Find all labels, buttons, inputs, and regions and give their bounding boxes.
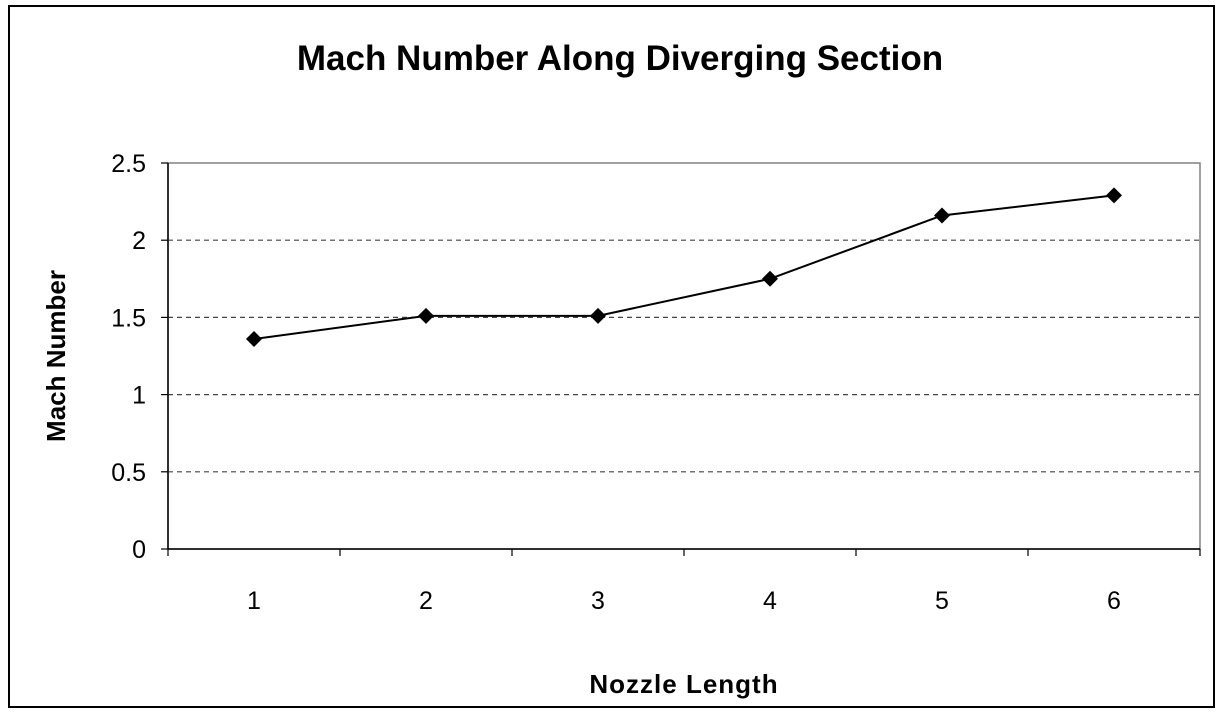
x-tick-label: 1 [247,587,261,615]
axes [161,162,1201,556]
chart-title: Mach Number Along Diverging Section [297,39,943,78]
x-tick-label: 6 [1107,587,1121,615]
x-tick-label: 5 [935,587,949,615]
y-tick-label: 2.5 [111,150,146,178]
y-tick-label: 0 [132,536,146,564]
data-point-marker [762,270,778,287]
data-point-marker [1106,187,1122,204]
plot-area [167,162,1201,550]
y-tick-label: 0.5 [111,459,146,487]
x-axis-title: Nozzle Length [589,669,778,699]
series-line [253,194,1115,341]
series-layer [246,187,1122,348]
y-axis-title: Mach Number [41,270,71,442]
x-tick-label: 3 [591,587,605,615]
x-tick-labels: 1 2 3 4 5 6 [247,587,1121,615]
y-tick-label: 1.5 [111,304,146,332]
grid-lines [168,239,1200,473]
y-tick-label: 1 [132,382,146,410]
data-point-marker [418,307,434,324]
data-point-marker [590,307,606,324]
data-point-marker [934,207,950,224]
y-tick-label: 2 [132,227,146,255]
x-tick-label: 2 [419,587,433,615]
data-point-marker [246,331,262,348]
chart-frame [8,5,1215,708]
y-tick-labels: 0 0.5 1 1.5 2 2.5 [111,150,146,564]
x-tick-label: 4 [763,587,777,615]
